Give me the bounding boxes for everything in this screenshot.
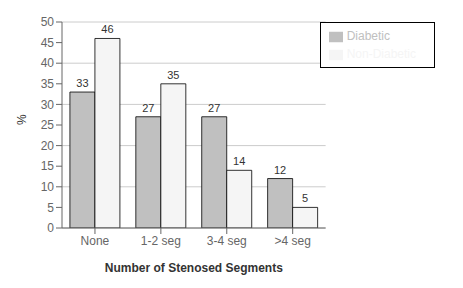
svg-text:0: 0 xyxy=(47,221,54,235)
svg-text:27: 27 xyxy=(208,102,220,114)
svg-text:1-2 seg: 1-2 seg xyxy=(141,234,181,248)
svg-text:>4 seg: >4 seg xyxy=(274,234,310,248)
svg-text:50: 50 xyxy=(41,15,55,29)
svg-text:None: None xyxy=(81,234,110,248)
svg-text:35: 35 xyxy=(167,69,179,81)
svg-text:3-4 seg: 3-4 seg xyxy=(207,234,247,248)
svg-text:Number of Stenosed Segments: Number of Stenosed Segments xyxy=(105,261,283,275)
svg-text:30: 30 xyxy=(41,98,55,112)
svg-text:25: 25 xyxy=(41,118,55,132)
svg-text:%: % xyxy=(15,114,29,125)
svg-text:35: 35 xyxy=(41,77,55,91)
svg-text:45: 45 xyxy=(41,36,55,50)
svg-text:14: 14 xyxy=(233,155,245,167)
svg-text:10: 10 xyxy=(41,180,55,194)
svg-text:33: 33 xyxy=(76,77,88,89)
html-text:Diabetic: Diabetic xyxy=(346,29,390,43)
svg-text:5: 5 xyxy=(302,192,308,204)
html-text:Non-Diabetic: Non-Diabetic xyxy=(346,47,416,61)
svg-text:12: 12 xyxy=(274,164,286,176)
svg-text:27: 27 xyxy=(142,102,154,114)
svg-text:5: 5 xyxy=(47,201,54,215)
svg-text:20: 20 xyxy=(41,139,55,153)
svg-text:15: 15 xyxy=(41,159,55,173)
svg-text:46: 46 xyxy=(101,23,113,35)
svg-text:40: 40 xyxy=(41,56,55,70)
